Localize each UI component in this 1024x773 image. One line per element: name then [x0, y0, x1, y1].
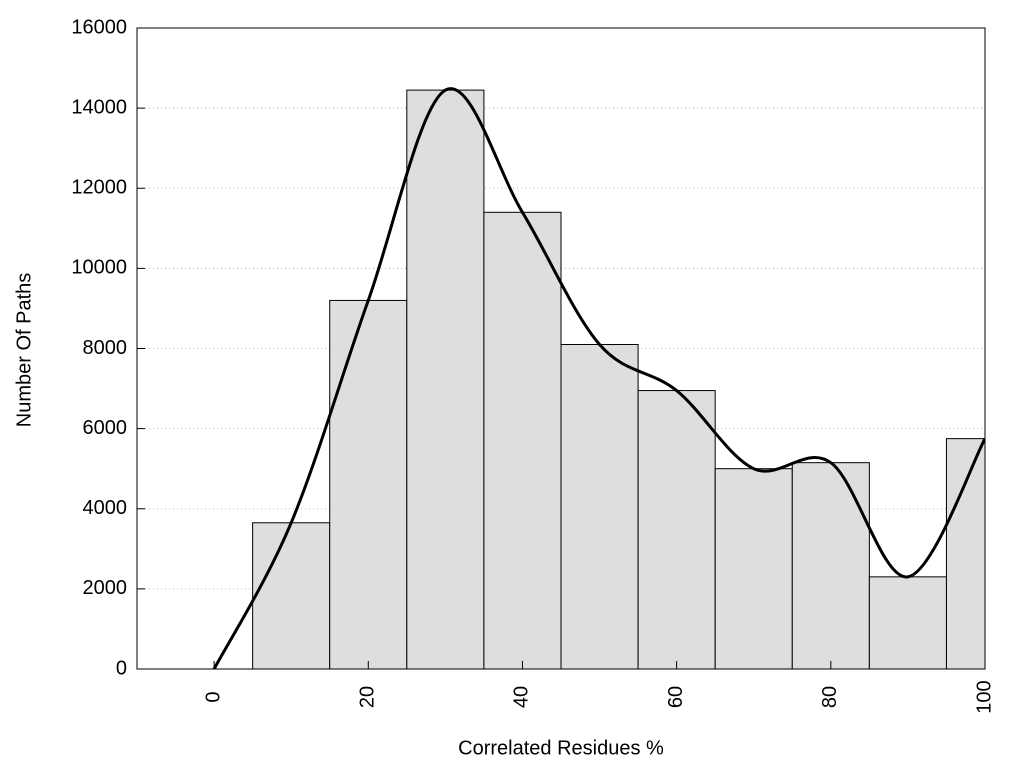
y-tick-label: 0 [116, 657, 127, 679]
y-tick-label: 16000 [71, 16, 127, 38]
bar [329, 299, 408, 669]
bar [560, 343, 639, 669]
bar [714, 468, 793, 669]
y-axis-label: Number Of Paths [13, 273, 35, 428]
y-tick-label: 8000 [83, 337, 128, 359]
density-curve [212, 87, 985, 669]
y-tick-label: 2000 [83, 577, 128, 599]
bar [637, 390, 716, 669]
y-tick-label: 14000 [71, 96, 127, 118]
x-tick-label: 40 [511, 686, 533, 708]
bar [483, 211, 562, 669]
x-tick-label: 80 [819, 686, 841, 708]
y-tick-label: 12000 [71, 177, 127, 199]
bar [252, 522, 331, 669]
y-tick-label: 6000 [83, 417, 128, 439]
bar [868, 576, 947, 669]
x-axis-label: Correlated Residues % [458, 737, 664, 759]
x-tick-label: 60 [665, 686, 687, 708]
x-tick-label: 0 [202, 691, 224, 702]
x-tick-label: 20 [357, 686, 379, 708]
y-tick-label: 4000 [83, 497, 128, 519]
bar [945, 438, 985, 669]
bar [791, 462, 870, 669]
bar [406, 89, 485, 669]
y-tick-label: 10000 [71, 257, 127, 279]
x-tick-label: 100 [973, 680, 995, 713]
